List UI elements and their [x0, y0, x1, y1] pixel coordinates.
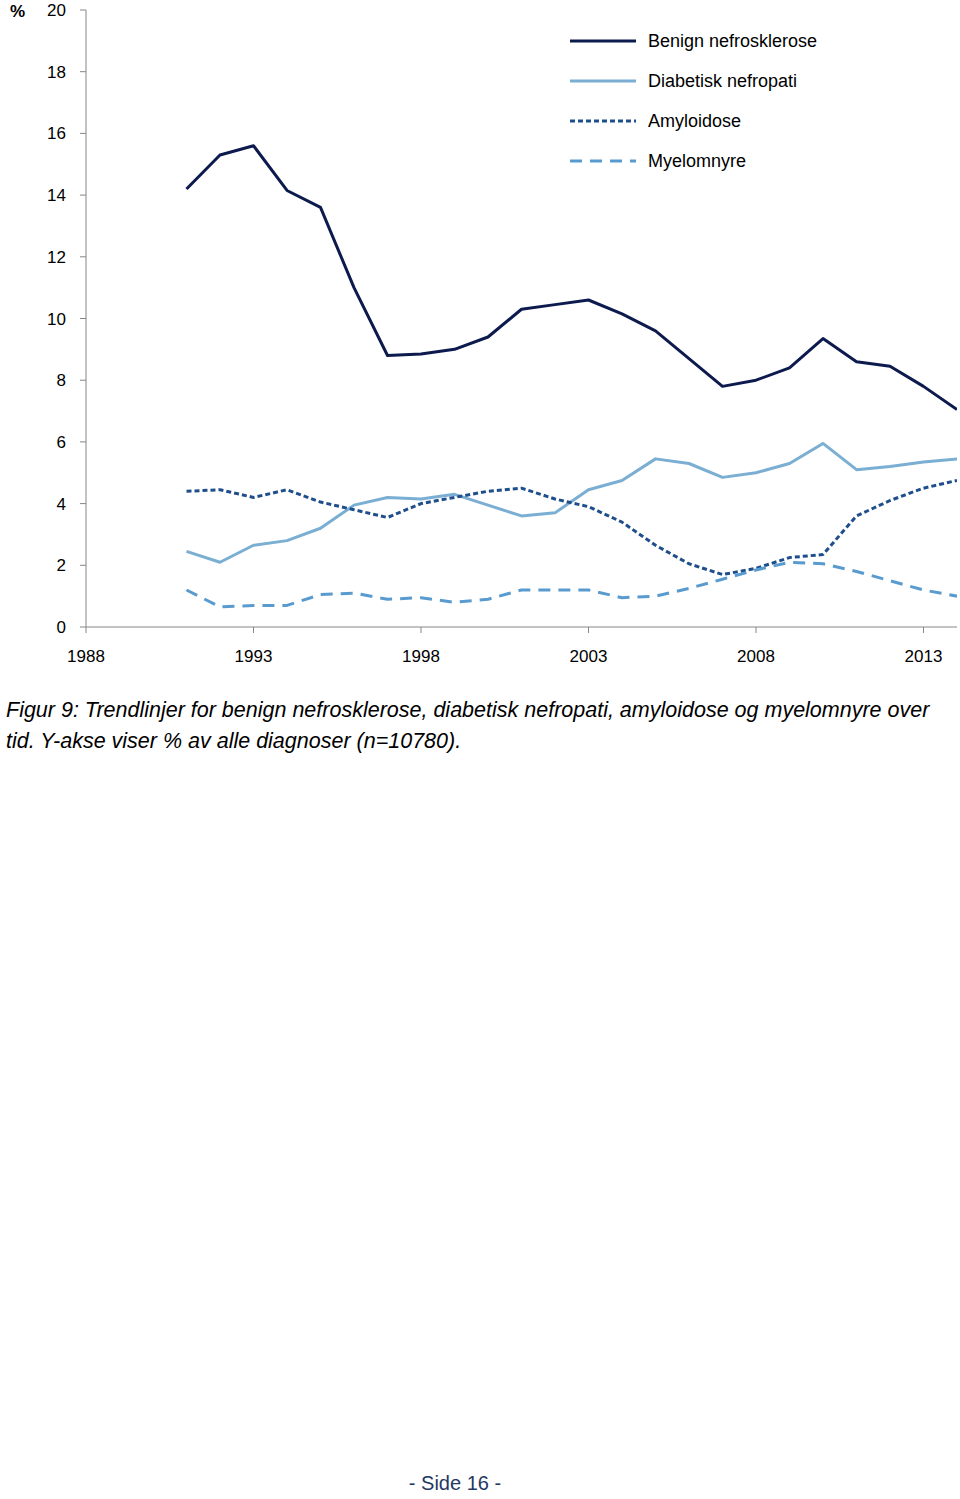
legend-label: Myelomnyre	[648, 151, 746, 171]
legend-swatch	[570, 160, 636, 163]
y-tick-label: 18	[47, 63, 66, 82]
y-tick-label: 0	[57, 618, 66, 637]
y-tick-label: 4	[57, 495, 66, 514]
y-tick	[80, 627, 86, 628]
y-tick	[80, 441, 86, 442]
y-tick-label: 20	[47, 1, 66, 20]
x-tick-label: 2003	[570, 647, 608, 666]
y-tick-label: 16	[47, 124, 66, 143]
series-line	[187, 562, 958, 607]
x-tick	[923, 627, 924, 633]
legend-label: Diabetisk nefropati	[648, 71, 797, 91]
x-tick-label: 1988	[67, 647, 105, 666]
legend-swatch	[570, 120, 636, 123]
x-tick-label: 2013	[905, 647, 943, 666]
series-line	[187, 443, 958, 562]
plot-area	[187, 146, 958, 607]
caption: Figur 9: Trendlinjer for benign nefroskl…	[6, 695, 956, 757]
x-tick	[588, 627, 589, 633]
x-tick-label: 1998	[402, 647, 440, 666]
y-tick	[80, 10, 86, 11]
y-tick-label: 12	[47, 248, 66, 267]
y-tick	[80, 71, 86, 72]
x-axis	[86, 627, 957, 628]
legend-label: Benign nefrosklerose	[648, 31, 817, 51]
x-tick	[756, 627, 757, 633]
y-tick-label: 14	[47, 186, 66, 205]
legend-label: Amyloidose	[648, 111, 741, 131]
y-axis-label: %	[10, 2, 25, 21]
y-tick-label: 2	[57, 556, 66, 575]
legend-swatch	[570, 80, 636, 83]
y-tick-label: 10	[47, 310, 66, 329]
legend: Benign nefrosklerose Diabetisk nefropati A…	[570, 31, 817, 171]
series-line	[187, 480, 958, 574]
chart: 0 2 4 6 8 10 12 14 16 18 20 1988 1993 1998 2003 2008 201…	[0, 0, 960, 680]
page-footer: - Side 16 -	[0, 1472, 910, 1495]
y-tick	[80, 380, 86, 381]
series-line	[187, 146, 958, 410]
y-tick-label: 8	[57, 371, 66, 390]
x-tick-label: 2008	[737, 647, 775, 666]
y-tick	[80, 318, 86, 319]
y-tick	[80, 133, 86, 134]
x-tick	[421, 627, 422, 633]
x-tick	[253, 627, 254, 633]
y-tick	[80, 503, 86, 504]
y-tick	[80, 256, 86, 257]
y-tick	[80, 565, 86, 566]
y-tick	[80, 195, 86, 196]
x-tick-label: 1993	[235, 647, 273, 666]
legend-swatch	[570, 40, 636, 43]
x-tick	[86, 627, 87, 633]
y-tick-label: 6	[57, 433, 66, 452]
